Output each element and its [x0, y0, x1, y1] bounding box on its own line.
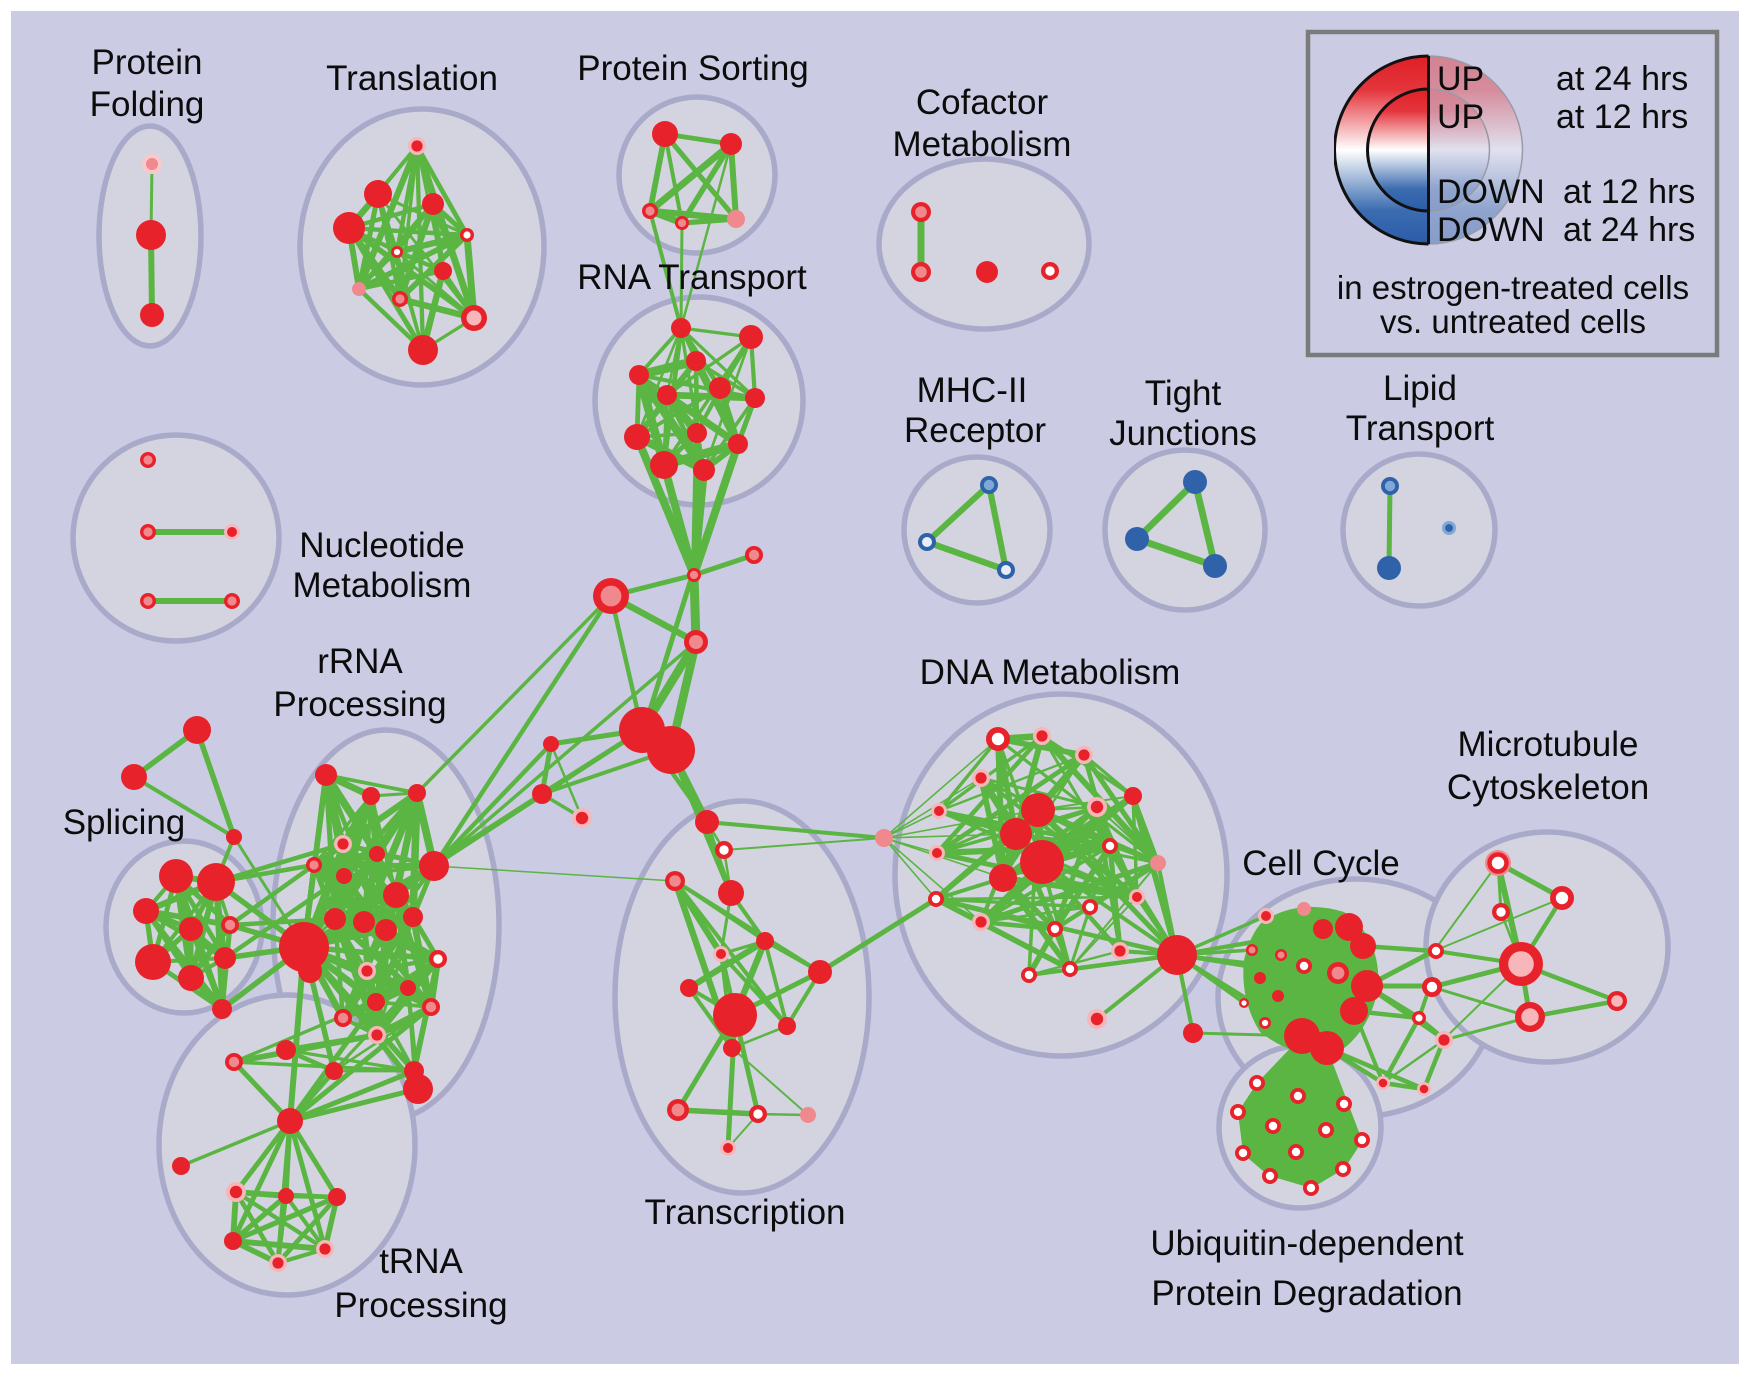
- svg-text:Receptor: Receptor: [904, 411, 1046, 450]
- svg-text:vs. untreated cells: vs. untreated cells: [1380, 303, 1646, 340]
- svg-text:Microtubule: Microtubule: [1458, 725, 1639, 764]
- svg-text:UP: UP: [1437, 60, 1484, 98]
- svg-text:rRNA: rRNA: [317, 642, 403, 681]
- svg-text:DOWN: DOWN: [1437, 211, 1545, 249]
- svg-text:Junctions: Junctions: [1109, 414, 1257, 453]
- svg-text:MHC-II: MHC-II: [917, 371, 1028, 410]
- svg-text:Tight: Tight: [1145, 374, 1222, 413]
- svg-text:at 12 hrs: at 12 hrs: [1556, 98, 1688, 136]
- svg-text:Ubiquitin-dependent: Ubiquitin-dependent: [1150, 1224, 1464, 1263]
- svg-text:Folding: Folding: [90, 85, 205, 124]
- svg-text:Protein Degradation: Protein Degradation: [1151, 1274, 1462, 1313]
- svg-text:Metabolism: Metabolism: [293, 566, 472, 605]
- svg-text:at 12 hrs: at 12 hrs: [1563, 173, 1695, 211]
- svg-text:Translation: Translation: [326, 59, 498, 98]
- svg-text:Nucleotide: Nucleotide: [299, 526, 464, 565]
- svg-text:tRNA: tRNA: [379, 1242, 463, 1281]
- svg-text:Cell Cycle: Cell Cycle: [1242, 844, 1400, 883]
- svg-text:Transport: Transport: [1346, 409, 1495, 448]
- svg-text:DOWN: DOWN: [1437, 173, 1545, 211]
- svg-text:Splicing: Splicing: [63, 803, 186, 842]
- svg-text:at 24 hrs: at 24 hrs: [1556, 60, 1688, 98]
- svg-text:RNA Transport: RNA Transport: [577, 258, 807, 297]
- svg-text:Protein Sorting: Protein Sorting: [577, 49, 809, 88]
- svg-text:Processing: Processing: [273, 685, 446, 724]
- svg-text:Metabolism: Metabolism: [893, 125, 1072, 164]
- svg-text:Protein: Protein: [92, 43, 203, 82]
- svg-text:Lipid: Lipid: [1383, 369, 1457, 408]
- svg-text:Cytoskeleton: Cytoskeleton: [1447, 768, 1649, 807]
- svg-text:Processing: Processing: [334, 1286, 507, 1325]
- svg-text:Transcription: Transcription: [645, 1193, 846, 1232]
- svg-text:in estrogen-treated cells: in estrogen-treated cells: [1337, 269, 1689, 306]
- svg-text:at 24 hrs: at 24 hrs: [1563, 211, 1695, 249]
- svg-text:UP: UP: [1437, 98, 1484, 136]
- svg-text:Cofactor: Cofactor: [916, 83, 1049, 122]
- svg-text:DNA Metabolism: DNA Metabolism: [920, 653, 1181, 692]
